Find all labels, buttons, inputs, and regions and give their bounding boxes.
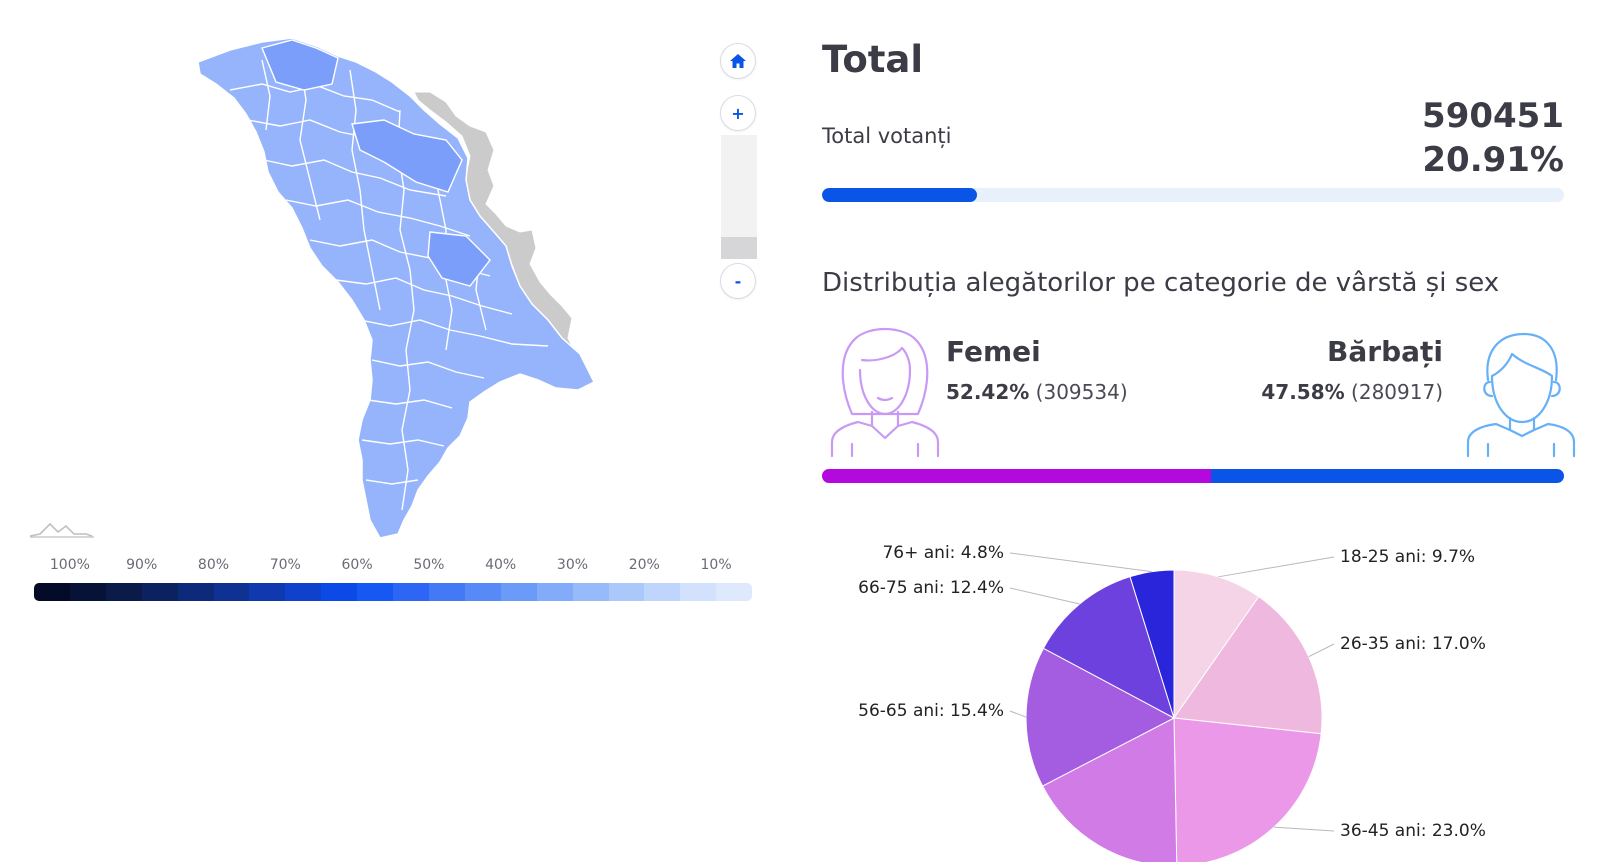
pie-label: 56-65 ani: 15.4%	[858, 701, 1004, 721]
home-icon	[730, 54, 746, 68]
pie-slice-56-65-ani[interactable]	[1025, 647, 1176, 787]
page-title: Total	[822, 38, 924, 81]
map-panel: + - 100% 90% 80% 70% 60% 50% 40% 30% 20% 10%	[0, 0, 790, 862]
legend-swatch	[644, 583, 681, 601]
zoom-out-button[interactable]: -	[720, 263, 756, 299]
pie-label: 76+ ani: 4.8%	[882, 543, 1004, 563]
pie-label-connector	[1273, 826, 1335, 832]
gender-bar-male	[1210, 469, 1564, 483]
legend-swatch	[105, 583, 142, 601]
legend-swatch	[321, 583, 358, 601]
male-label: Bărbați	[1327, 335, 1443, 368]
pie-label: 18-25 ani: 9.7%	[1340, 547, 1475, 567]
legend-swatch	[249, 583, 286, 601]
district-border	[371, 359, 485, 379]
female-stats: 52.42% (309534)	[946, 380, 1128, 404]
legend-label: 40%	[485, 557, 517, 573]
map-region-main[interactable]	[197, 37, 596, 539]
legend-label: 50%	[413, 557, 445, 573]
legend-swatch	[680, 583, 717, 601]
mountain-icon	[29, 522, 94, 538]
gender-split-bar	[822, 469, 1564, 483]
pie-label-connector	[1009, 587, 1080, 605]
district-border	[263, 159, 447, 197]
pie-label-connector	[1308, 643, 1335, 658]
legend-swatch	[34, 583, 70, 601]
pie-slice-66-75-ani[interactable]	[1042, 576, 1175, 720]
total-voters-label: Total votanți	[822, 124, 952, 148]
legend-swatch	[716, 583, 752, 601]
zoom-in-button[interactable]: +	[720, 95, 756, 131]
pie-slice-18-25-ani[interactable]	[1173, 569, 1260, 720]
male-stats: 47.58% (280917)	[1261, 380, 1443, 404]
legend-swatch	[141, 583, 178, 601]
map-district-borders	[229, 39, 549, 511]
map-district[interactable]	[427, 231, 491, 287]
zoom-slider-handle[interactable]	[721, 237, 757, 259]
male-count: (280917)	[1351, 380, 1443, 404]
female-label: Femei	[946, 335, 1041, 368]
pie-slice-46-55-ani[interactable]	[1041, 717, 1178, 862]
pie-label-connector	[1218, 556, 1335, 578]
legend-swatch	[428, 583, 465, 601]
legend-swatch	[500, 583, 537, 601]
legend-swatch	[285, 583, 322, 601]
legend-swatch	[536, 583, 573, 601]
total-voters-count: 590451	[1422, 96, 1564, 136]
pie-label-connector	[1009, 552, 1152, 573]
district-border	[365, 479, 419, 485]
legend-swatch	[177, 583, 214, 601]
legend-swatch	[357, 583, 394, 601]
legend-labels: 100% 90% 80% 70% 60% 50% 40% 30% 20% 10%	[34, 557, 752, 573]
gender-bar-female	[822, 469, 1211, 483]
legend-label: 10%	[700, 557, 732, 573]
female-count: (309534)	[1035, 380, 1128, 404]
moldova-map[interactable]	[0, 0, 790, 560]
pie-slice-36-45-ani[interactable]	[1173, 717, 1322, 862]
map-district[interactable]	[351, 119, 463, 193]
legend-swatch	[464, 583, 501, 601]
legend-swatch	[608, 583, 645, 601]
legend-swatch	[213, 583, 250, 601]
district-border	[367, 399, 453, 409]
female-avatar-icon	[830, 328, 940, 458]
pie-label: 66-75 ani: 12.4%	[858, 578, 1004, 598]
male-percent: 47.58%	[1261, 380, 1345, 404]
legend-color-scale	[34, 583, 752, 601]
female-percent: 52.42%	[946, 380, 1030, 404]
pie-slice-76-ani[interactable]	[1129, 569, 1175, 719]
total-voters-percent: 20.91%	[1422, 140, 1564, 180]
legend-label: 80%	[197, 557, 230, 573]
pie-label: 36-45 ani: 23.0%	[1340, 821, 1486, 841]
turnout-progress-bar	[822, 188, 1564, 202]
district-border	[261, 59, 271, 131]
legend-swatch	[69, 583, 106, 601]
age-pie-chart: 18-25 ani: 9.7% 26-35 ani: 17.0% 36-45 ani…	[858, 543, 1486, 862]
map-district[interactable]	[261, 39, 339, 91]
distribution-title: Distribuția alegătorilor pe categorie de…	[822, 268, 1500, 298]
district-border	[359, 319, 549, 347]
pie-label: 26-35 ani: 17.0%	[1340, 634, 1486, 654]
turnout-progress-fill	[822, 188, 978, 202]
zoom-slider-track[interactable]	[721, 135, 757, 259]
male-avatar-icon	[1466, 332, 1576, 458]
home-button[interactable]	[720, 43, 756, 79]
district-border	[397, 109, 415, 511]
district-border	[349, 69, 381, 311]
legend-label: 70%	[269, 557, 301, 573]
legend-label: 20%	[628, 557, 660, 573]
legend-swatch	[572, 583, 609, 601]
pie-label-connector	[1009, 710, 1027, 718]
district-border	[335, 277, 513, 315]
legend-swatch	[393, 583, 429, 601]
legend-label: 60%	[341, 557, 373, 573]
legend-label: 100%	[49, 557, 90, 573]
legend-label: 30%	[556, 557, 589, 573]
legend-label: 90%	[126, 557, 158, 573]
